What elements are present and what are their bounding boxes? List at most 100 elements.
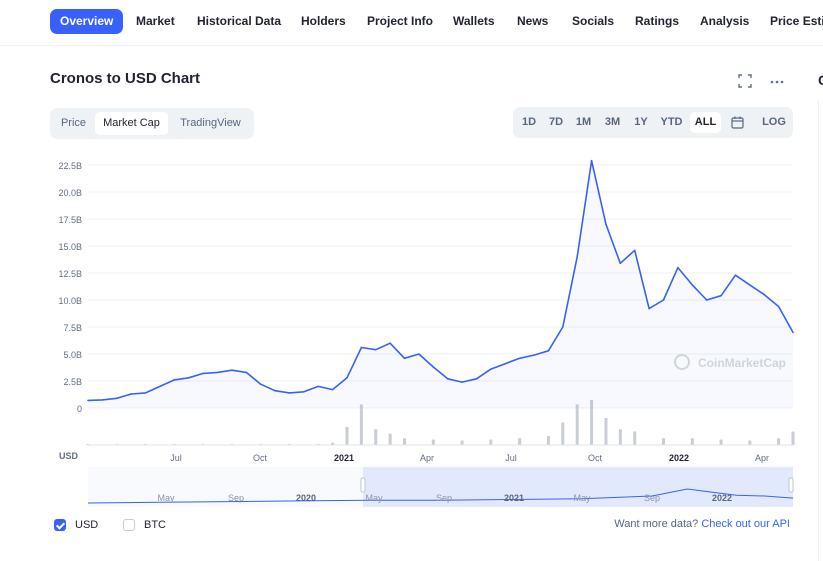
nav-wallets[interactable]: Wallets xyxy=(453,14,495,28)
x-tick-label: Apr xyxy=(755,453,769,463)
top-nav: Overview Market Historical Data Holders … xyxy=(0,0,823,46)
tab-market-cap[interactable]: Market Cap xyxy=(95,112,168,135)
data-point xyxy=(619,262,622,265)
volume-bar xyxy=(489,439,493,445)
y-tick-label: 10.0B xyxy=(58,296,82,306)
nav-holders[interactable]: Holders xyxy=(301,14,346,28)
data-point xyxy=(115,397,118,400)
btc-checkbox[interactable] xyxy=(123,519,135,531)
api-link[interactable]: Check out our API xyxy=(701,518,790,530)
tab-price[interactable]: Price xyxy=(60,117,87,129)
expand-icon[interactable] xyxy=(737,74,753,90)
data-point xyxy=(374,348,377,351)
market-cap-chart[interactable]: 0 2.5B 5.0B 7.5B 10.0B 12.5B 15.0B 17.5B 20.0B 22… xyxy=(0,145,818,515)
range-1d[interactable]: 1D xyxy=(521,116,537,128)
nav-ratings[interactable]: Ratings xyxy=(635,14,680,28)
volume-bar xyxy=(359,404,363,445)
range-all[interactable]: ALL xyxy=(690,112,721,133)
volume-bar xyxy=(604,418,608,445)
data-point xyxy=(605,223,607,226)
data-point xyxy=(202,372,204,375)
nav-socials[interactable]: Socials xyxy=(572,14,615,28)
range-log[interactable]: LOG xyxy=(762,116,786,128)
usd-toggle[interactable]: USD xyxy=(54,518,98,532)
y-tick-label: 0 xyxy=(77,404,82,414)
navigator-line xyxy=(87,488,794,504)
volume-bar xyxy=(374,429,378,445)
y-tick-label: 5.0B xyxy=(63,350,82,360)
navigator-tick-label: Sep xyxy=(228,493,244,503)
data-point xyxy=(403,357,406,360)
btc-toggle[interactable]: BTC xyxy=(123,518,166,532)
volume-bar xyxy=(388,433,392,445)
watermark-logo xyxy=(674,354,690,370)
x-tick-label: Oct xyxy=(588,453,603,463)
tab-tradingview[interactable]: TradingView xyxy=(180,117,241,129)
btc-label: BTC xyxy=(144,519,166,531)
data-point xyxy=(691,284,694,286)
nav-price-estimation[interactable]: Price Estim xyxy=(770,14,823,28)
series-area xyxy=(88,160,793,408)
volume-bar xyxy=(618,429,622,445)
range-3m[interactable]: 3M xyxy=(604,116,621,128)
data-point xyxy=(792,331,794,334)
data-point xyxy=(504,362,507,365)
x-tick-label: Oct xyxy=(253,453,268,463)
data-point xyxy=(159,385,161,388)
x-tick-label: Jul xyxy=(170,453,182,463)
volume-bar xyxy=(662,438,666,445)
y-tick-label: 17.5B xyxy=(58,215,82,225)
nav-market[interactable]: Market xyxy=(136,14,175,28)
volume-bar xyxy=(748,440,752,445)
more-data: Want more data? Check out our API xyxy=(614,518,790,530)
more-dots-icon[interactable] xyxy=(769,74,785,90)
nav-overview[interactable]: Overview xyxy=(50,9,124,34)
volume-bar xyxy=(331,442,335,445)
navigator-tick-label: May xyxy=(365,493,383,503)
y-tick-label: 20.0B xyxy=(58,188,82,198)
range-selector: 1D 7D 1M 3M 1Y YTD ALL LOG xyxy=(513,107,793,138)
data-point xyxy=(303,391,305,393)
volume-bar xyxy=(633,431,637,445)
side-panel-heading: C xyxy=(818,72,823,88)
data-point xyxy=(288,392,291,394)
data-point xyxy=(561,326,564,328)
data-point xyxy=(777,305,780,308)
data-point xyxy=(101,399,104,401)
volume-bar xyxy=(575,404,579,445)
data-point xyxy=(705,299,708,301)
chart-type-tabs: Price Market Cap TradingView xyxy=(50,108,254,139)
data-point xyxy=(187,376,190,379)
data-point xyxy=(216,371,219,374)
volume-bar xyxy=(546,436,550,445)
y-tick-label: 15.0B xyxy=(58,242,82,252)
navigator-tick-label: Sep xyxy=(436,493,452,503)
nav-project-info[interactable]: Project Info xyxy=(367,14,434,28)
x-tick-label: 2021 xyxy=(334,453,354,463)
data-point xyxy=(346,376,348,379)
nav-news[interactable]: News xyxy=(517,14,549,28)
data-point xyxy=(576,256,578,258)
volume-bar xyxy=(777,438,781,445)
data-point xyxy=(662,299,665,301)
data-point xyxy=(389,342,391,344)
watermark: CoinMarketCap xyxy=(698,356,786,370)
volume-bar xyxy=(791,431,795,445)
range-ytd[interactable]: YTD xyxy=(660,116,683,128)
data-point xyxy=(648,307,650,310)
nav-historical-data[interactable]: Historical Data xyxy=(197,14,282,28)
volume-bar xyxy=(460,440,464,445)
y-tick-label: 12.5B xyxy=(58,269,82,279)
data-point xyxy=(130,393,132,395)
calendar-icon[interactable] xyxy=(725,112,750,133)
y-tick-label: 2.5B xyxy=(63,377,82,387)
data-point xyxy=(547,349,550,352)
navigator-tick-label: May xyxy=(573,493,591,503)
range-1m[interactable]: 1M xyxy=(575,116,592,128)
volume-bar xyxy=(431,439,435,445)
usd-checkbox[interactable] xyxy=(54,519,66,531)
data-point xyxy=(418,353,420,355)
range-7d[interactable]: 7D xyxy=(548,116,564,128)
nav-analysis[interactable]: Analysis xyxy=(700,14,750,28)
range-1y[interactable]: 1Y xyxy=(634,116,648,128)
